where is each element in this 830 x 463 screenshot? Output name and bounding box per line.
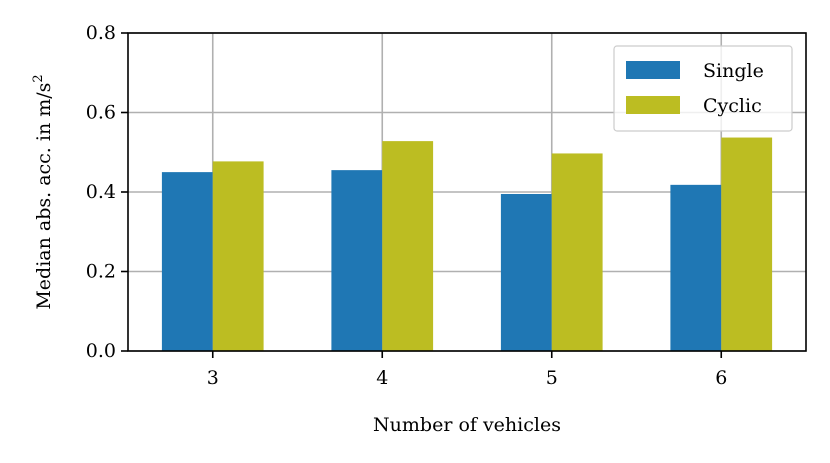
bars [161, 137, 773, 351]
axis-ticks: 0.0 0.2 0.4 0.6 0.8 3 4 5 6 [86, 22, 728, 389]
y-tick-label: 0.0 [86, 340, 116, 362]
y-axis-label-text: Median abs. acc. in m/s [33, 83, 55, 310]
x-axis-label: Number of vehicles [373, 414, 561, 436]
legend-box [613, 45, 793, 132]
bar-cyclic-3 [212, 161, 264, 351]
legend-swatch-single [626, 61, 680, 79]
bar-single-5 [500, 193, 552, 351]
bar-cyclic-4 [382, 141, 434, 351]
legend-label-cyclic: Cyclic [703, 95, 762, 117]
bar-single-3 [161, 172, 213, 351]
legend-label-single: Single [703, 60, 764, 82]
legend: Single Cyclic [613, 45, 793, 132]
x-tick-label: 6 [715, 367, 727, 389]
bar-cyclic-5 [551, 153, 603, 351]
x-tick-label: 3 [207, 367, 219, 389]
y-tick-label: 0.6 [86, 102, 116, 124]
y-tick-label: 0.8 [86, 22, 116, 44]
y-tick-label: 0.2 [86, 261, 116, 283]
bar-single-6 [670, 184, 722, 351]
y-axis-label-superscript: 2 [31, 74, 46, 82]
legend-swatch-cyclic [626, 96, 680, 114]
bar-single-4 [331, 170, 383, 351]
y-axis-label: Median abs. acc. in m/s2 [31, 74, 55, 309]
bar-cyclic-6 [721, 137, 773, 351]
x-tick-label: 4 [376, 367, 388, 389]
x-tick-label: 5 [546, 367, 558, 389]
y-tick-label: 0.4 [86, 181, 116, 203]
